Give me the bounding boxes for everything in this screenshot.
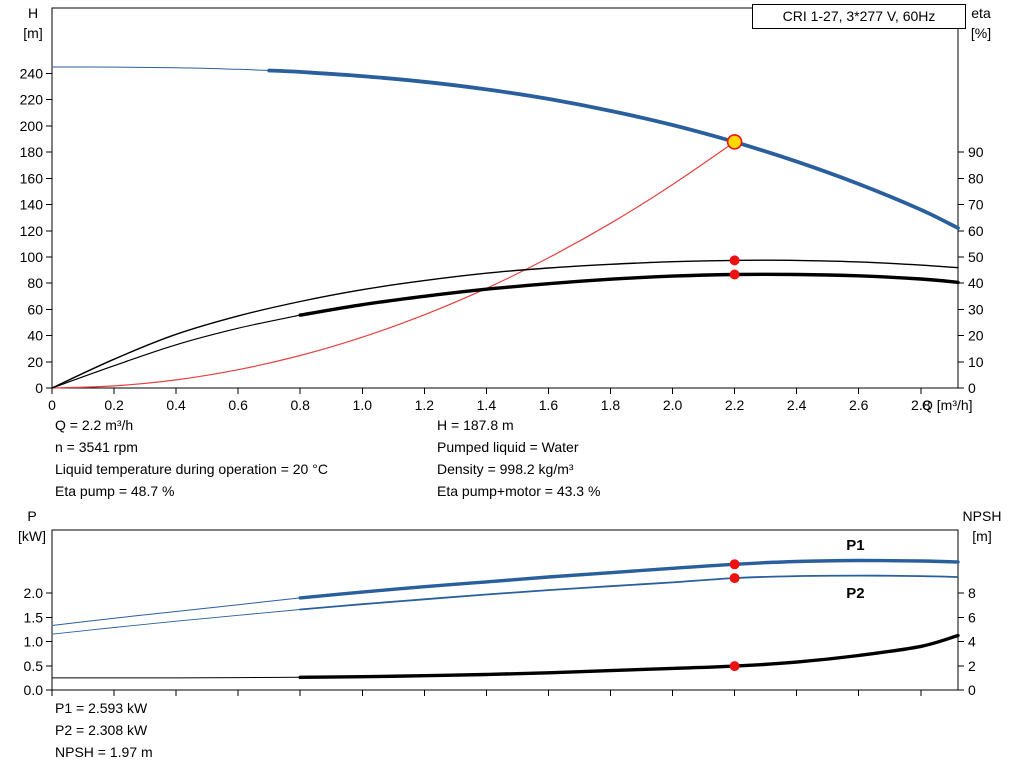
operating-point-dot	[729, 661, 740, 672]
power-npsh-chart-svg: 0.0 0.5 1.0 1.5 2.0 0 2 4 6 8 P1 P2	[24, 529, 976, 698]
y-left-tick-label: 60	[27, 301, 43, 317]
x-tick-label: 1.8	[601, 397, 621, 413]
info-npsh: NPSH = 1.97 m	[55, 744, 153, 760]
x-tick-label: 2.4	[787, 397, 807, 413]
x-tick-label: 1.4	[477, 397, 497, 413]
x-tick-label: 2.2	[725, 397, 745, 413]
info-speed: n = 3541 rpm	[55, 439, 138, 455]
operating-point-dot	[729, 573, 740, 584]
x-tick-label: 0.4	[166, 397, 186, 413]
y-right-tick-label: 70	[968, 197, 984, 213]
x-tick-label: 2.8	[911, 397, 931, 413]
eta-pump-motor-curve	[298, 272, 960, 317]
y-left-tick-label: 180	[20, 144, 44, 160]
x-tick-label: 0.6	[228, 397, 248, 413]
power-axis-unit: [kW]	[18, 528, 46, 544]
x-tick-label: 1.0	[353, 397, 373, 413]
info-flow: Q = 2.2 m³/h	[55, 417, 134, 433]
npsh-axis-unit: [m]	[972, 528, 992, 544]
y-right-tick-label: 4	[968, 634, 976, 650]
y-left-tick-label: 140	[20, 197, 44, 213]
y-left-tick-label: 1.0	[24, 634, 44, 650]
info-pumped-liquid: Pumped liquid = Water	[437, 439, 579, 455]
npsh-axis-name: NPSH	[962, 508, 1002, 524]
y-right-tick-label: 90	[968, 144, 984, 160]
y-right-tick-label: 20	[968, 328, 984, 344]
info-eta-pump: Eta pump = 48.7 %	[55, 483, 175, 499]
y-left-tick-label: 220	[20, 92, 44, 108]
y-right-tick-label: 40	[968, 275, 984, 291]
eta-axis-name: eta	[971, 5, 991, 21]
power-axis-title: P [kW]	[10, 506, 54, 546]
operating-point-dot	[729, 559, 740, 570]
y-left-tick-label: 2.0	[24, 585, 44, 601]
x-tick-label: 2.0	[663, 397, 683, 413]
y-left-tick-label: 120	[20, 223, 44, 239]
duty-point-marker	[726, 134, 743, 150]
flow-axis-title: Q [m³/h]	[922, 397, 973, 413]
y-right-tick-label: 30	[968, 301, 984, 317]
y-left-tick-label: 80	[27, 275, 43, 291]
info-head: H = 187.8 m	[437, 417, 514, 433]
y-right-tick-label: 60	[968, 223, 984, 239]
duty-parabola	[51, 141, 736, 389]
y-right-tick-label: 80	[968, 170, 984, 186]
p2-curve	[299, 574, 959, 611]
info-temperature: Liquid temperature during operation = 20…	[55, 461, 328, 477]
info-p2: P2 = 2.308 kW	[55, 722, 148, 738]
power-axis-name: P	[27, 508, 37, 524]
y-left-tick-label: 0	[35, 380, 43, 396]
npsh-curve	[298, 633, 960, 679]
info-density: Density = 998.2 kg/m³	[437, 461, 574, 477]
head-axis-name: H	[27, 5, 39, 21]
y-right-tick-label: 0	[968, 380, 976, 396]
head-curve-thin	[51, 66, 270, 71]
x-tick-label: 2.6	[849, 397, 869, 413]
pump-title-box: CRI 1-27, 3*277 V, 60Hz	[752, 4, 966, 29]
hq-eta-chart-svg: 0 0.2 0.4 0.6 0.8 1.0 1.2 1.4 1.6 1.8 2.0 2.2 2.4 2.6…	[20, 7, 984, 413]
y-right-tick-label: 6	[968, 609, 976, 625]
y-left-tick-label: 1.5	[24, 609, 44, 625]
x-tick-label: 0.2	[104, 397, 124, 413]
p1-curve	[298, 558, 960, 600]
y-left-tick-label: 160	[20, 170, 44, 186]
x-tick-label: 1.6	[539, 397, 559, 413]
operating-point-dot	[729, 255, 740, 266]
eta-pump-motor-curve-thin	[51, 314, 301, 389]
info-eta-pump-motor: Eta pump+motor = 43.3 %	[437, 483, 601, 499]
head-axis-title: H [m]	[14, 3, 52, 43]
x-tick-label: 1.2	[415, 397, 435, 413]
eta-pump-curve	[51, 259, 959, 389]
p2-curve-label: P2	[846, 585, 864, 602]
y-left-tick-label: 0.0	[24, 682, 44, 698]
y-right-tick-label: 8	[968, 585, 976, 601]
p2-curve-thin	[51, 609, 301, 635]
y-right-tick-label: 2	[968, 658, 976, 674]
y-left-tick-label: 0.5	[24, 658, 44, 674]
y-right-tick-label: 50	[968, 249, 984, 265]
p1-curve-thin	[51, 597, 301, 626]
y-left-tick-label: 240	[20, 66, 44, 82]
npsh-curve-thin	[51, 676, 301, 679]
y-right-tick-label: 0	[968, 682, 976, 698]
x-tick-label: 0.8	[290, 397, 310, 413]
plot-frame	[51, 529, 959, 691]
y-left-tick-label: 100	[20, 249, 44, 265]
info-p1: P1 = 2.593 kW	[55, 700, 148, 716]
plot-frame	[51, 7, 959, 389]
y-left-tick-label: 40	[27, 328, 43, 344]
y-left-tick-label: 200	[20, 118, 44, 134]
y-left-tick-label: 20	[27, 354, 43, 370]
operating-point-dot	[729, 269, 740, 280]
p1-curve-label: P1	[846, 537, 864, 554]
eta-axis-unit: [%]	[970, 25, 992, 41]
head-axis-unit: [m]	[23, 25, 43, 41]
x-tick-label: 0	[48, 397, 56, 413]
eta-axis-title: eta [%]	[958, 3, 1004, 43]
head-curve	[267, 68, 960, 230]
y-right-tick-label: 10	[968, 354, 984, 370]
npsh-axis-title: NPSH [m]	[952, 506, 1012, 546]
